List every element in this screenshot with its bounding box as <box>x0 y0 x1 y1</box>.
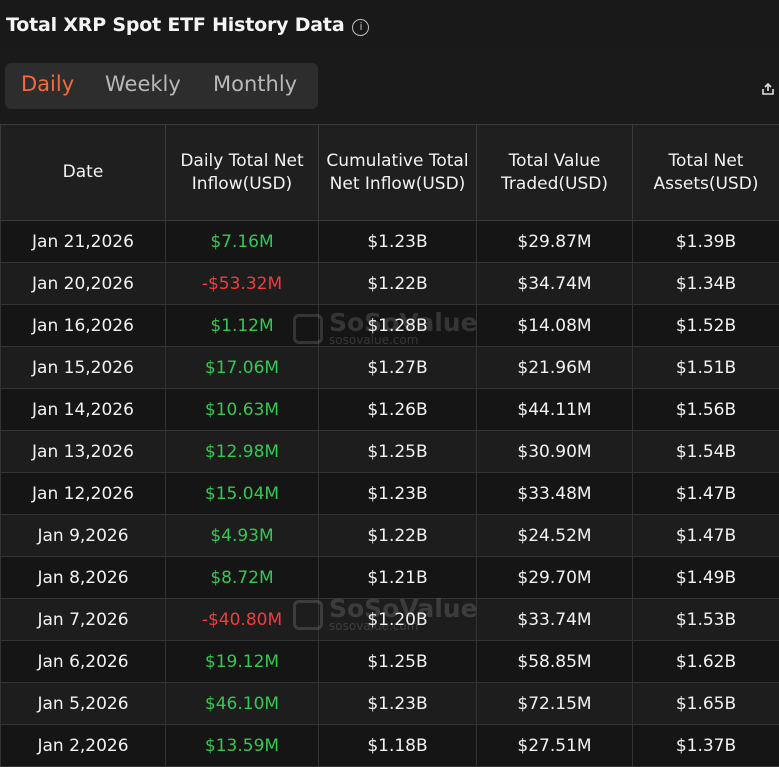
cell-daily-inflow: $4.93M <box>165 514 319 557</box>
export-icon[interactable] <box>761 82 775 96</box>
cell-cumulative-inflow: $1.23B <box>318 220 477 263</box>
column-header-value-traded[interactable]: Total Value Traded(USD) <box>476 124 633 221</box>
column-header-date[interactable]: Date <box>0 124 166 221</box>
cell-net-assets: $1.47B <box>632 472 779 515</box>
cell-daily-inflow: -$53.32M <box>165 262 319 305</box>
table-header-row: Date Daily Total Net Inflow(USD) Cumulat… <box>0 124 779 221</box>
cell-daily-inflow: $10.63M <box>165 388 319 431</box>
info-icon[interactable]: i <box>352 19 370 36</box>
cell-cumulative-inflow: $1.20B <box>318 598 477 641</box>
cell-value-traded: $44.11M <box>476 388 633 431</box>
table-row[interactable]: Jan 9,2026 $4.93M $1.22B $24.52M $1.47B <box>0 514 779 557</box>
cell-net-assets: $1.52B <box>632 304 779 347</box>
header: Total XRP Spot ETF History Data i <box>0 0 779 50</box>
cell-date: Jan 12,2026 <box>0 472 166 515</box>
cell-value-traded: $21.96M <box>476 346 633 389</box>
table-row[interactable]: Jan 5,2026 $46.10M $1.23B $72.15M $1.65B <box>0 682 779 725</box>
page-title-text: Total XRP Spot ETF History Data <box>6 14 345 36</box>
table-row[interactable]: Jan 12,2026 $15.04M $1.23B $33.48M $1.47B <box>0 472 779 515</box>
page-title: Total XRP Spot ETF History Data i <box>6 14 370 36</box>
history-table-container: Date Daily Total Net Inflow(USD) Cumulat… <box>0 124 779 767</box>
cell-daily-inflow: $7.16M <box>165 220 319 263</box>
cell-cumulative-inflow: $1.18B <box>318 724 477 767</box>
cell-daily-inflow: $46.10M <box>165 682 319 725</box>
table-row[interactable]: Jan 8,2026 $8.72M $1.21B $29.70M $1.49B <box>0 556 779 599</box>
cell-value-traded: $30.90M <box>476 430 633 473</box>
table-row[interactable]: Jan 7,2026 -$40.80M $1.20B $33.74M $1.53B <box>0 598 779 641</box>
cell-daily-inflow: $15.04M <box>165 472 319 515</box>
table-row[interactable]: Jan 20,2026 -$53.32M $1.22B $34.74M $1.34B <box>0 262 779 305</box>
cell-net-assets: $1.54B <box>632 430 779 473</box>
cell-value-traded: $34.74M <box>476 262 633 305</box>
cell-cumulative-inflow: $1.21B <box>318 556 477 599</box>
cell-cumulative-inflow: $1.27B <box>318 346 477 389</box>
cell-date: Jan 7,2026 <box>0 598 166 641</box>
history-table: Date Daily Total Net Inflow(USD) Cumulat… <box>0 124 779 767</box>
cell-date: Jan 16,2026 <box>0 304 166 347</box>
cell-net-assets: $1.39B <box>632 220 779 263</box>
table-body: Jan 21,2026 $7.16M $1.23B $29.87M $1.39B Jan … <box>0 220 779 767</box>
cell-value-traded: $24.52M <box>476 514 633 557</box>
cell-net-assets: $1.37B <box>632 724 779 767</box>
cell-net-assets: $1.49B <box>632 556 779 599</box>
tab-weekly[interactable]: Weekly <box>105 72 181 96</box>
table-row[interactable]: Jan 6,2026 $19.12M $1.25B $58.85M $1.62B <box>0 640 779 683</box>
cell-date: Jan 5,2026 <box>0 682 166 725</box>
column-header-net-assets[interactable]: Total Net Assets(USD) <box>632 124 779 221</box>
cell-cumulative-inflow: $1.25B <box>318 640 477 683</box>
cell-cumulative-inflow: $1.25B <box>318 430 477 473</box>
cell-cumulative-inflow: $1.22B <box>318 262 477 305</box>
cell-date: Jan 6,2026 <box>0 640 166 683</box>
cell-value-traded: $27.51M <box>476 724 633 767</box>
cell-net-assets: $1.62B <box>632 640 779 683</box>
cell-daily-inflow: $19.12M <box>165 640 319 683</box>
cell-date: Jan 13,2026 <box>0 430 166 473</box>
cell-daily-inflow: -$40.80M <box>165 598 319 641</box>
table-row[interactable]: Jan 21,2026 $7.16M $1.23B $29.87M $1.39B <box>0 220 779 263</box>
cell-net-assets: $1.34B <box>632 262 779 305</box>
cell-cumulative-inflow: $1.28B <box>318 304 477 347</box>
cell-date: Jan 20,2026 <box>0 262 166 305</box>
cell-net-assets: $1.65B <box>632 682 779 725</box>
period-tabs: Daily Weekly Monthly <box>5 63 318 109</box>
cell-value-traded: $72.15M <box>476 682 633 725</box>
cell-daily-inflow: $17.06M <box>165 346 319 389</box>
table-row[interactable]: Jan 14,2026 $10.63M $1.26B $44.11M $1.56B <box>0 388 779 431</box>
cell-value-traded: $58.85M <box>476 640 633 683</box>
cell-date: Jan 2,2026 <box>0 724 166 767</box>
cell-net-assets: $1.47B <box>632 514 779 557</box>
cell-value-traded: $33.48M <box>476 472 633 515</box>
table-row[interactable]: Jan 2,2026 $13.59M $1.18B $27.51M $1.37B <box>0 724 779 767</box>
tab-daily[interactable]: Daily <box>21 72 75 96</box>
cell-cumulative-inflow: $1.22B <box>318 514 477 557</box>
cell-cumulative-inflow: $1.26B <box>318 388 477 431</box>
table-row[interactable]: Jan 15,2026 $17.06M $1.27B $21.96M $1.51B <box>0 346 779 389</box>
cell-date: Jan 21,2026 <box>0 220 166 263</box>
cell-net-assets: $1.53B <box>632 598 779 641</box>
cell-date: Jan 9,2026 <box>0 514 166 557</box>
cell-date: Jan 8,2026 <box>0 556 166 599</box>
cell-value-traded: $33.74M <box>476 598 633 641</box>
cell-value-traded: $29.70M <box>476 556 633 599</box>
table-row[interactable]: Jan 13,2026 $12.98M $1.25B $30.90M $1.54B <box>0 430 779 473</box>
cell-date: Jan 14,2026 <box>0 388 166 431</box>
column-header-cumulative-inflow[interactable]: Cumulative Total Net Inflow(USD) <box>318 124 477 221</box>
cell-net-assets: $1.56B <box>632 388 779 431</box>
cell-cumulative-inflow: $1.23B <box>318 472 477 515</box>
cell-daily-inflow: $8.72M <box>165 556 319 599</box>
column-header-daily-inflow[interactable]: Daily Total Net Inflow(USD) <box>165 124 319 221</box>
cell-cumulative-inflow: $1.23B <box>318 682 477 725</box>
table-row[interactable]: Jan 16,2026 $1.12M $1.28B $14.08M $1.52B <box>0 304 779 347</box>
cell-value-traded: $29.87M <box>476 220 633 263</box>
cell-date: Jan 15,2026 <box>0 346 166 389</box>
cell-net-assets: $1.51B <box>632 346 779 389</box>
tab-monthly[interactable]: Monthly <box>213 72 298 96</box>
cell-daily-inflow: $12.98M <box>165 430 319 473</box>
cell-daily-inflow: $13.59M <box>165 724 319 767</box>
cell-daily-inflow: $1.12M <box>165 304 319 347</box>
cell-value-traded: $14.08M <box>476 304 633 347</box>
